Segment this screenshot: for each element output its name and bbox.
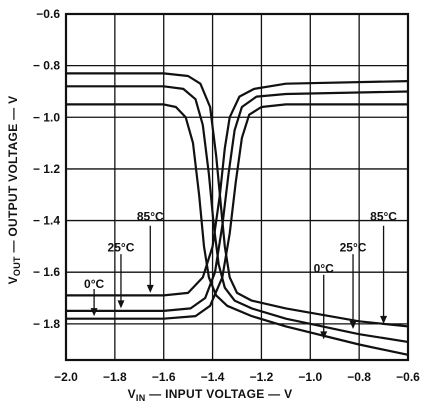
x-tick-label: −2.0 [54, 370, 78, 384]
rising-transfer-curve [66, 90, 409, 312]
falling-transfer-curve [66, 103, 409, 356]
x-tick-label: −1.6 [152, 370, 176, 384]
rising-transfer-curve [66, 103, 408, 320]
falling-transfer-curve [66, 72, 409, 328]
temperature-label: 25°C [340, 241, 367, 255]
x-tick-label: −1.8 [103, 370, 127, 384]
temperature-label: 25°C [108, 241, 135, 255]
grid [66, 14, 408, 360]
y-tick-label: − 1.8 [33, 317, 60, 331]
rising-transfer-curve [66, 80, 409, 297]
y-tick-label: − 1.6 [33, 265, 60, 279]
plot-frame [64, 12, 410, 362]
y-tick-label: − 1.0 [33, 110, 60, 124]
arrowhead-icon [90, 308, 98, 317]
curves [66, 72, 409, 356]
y-tick-label: − 1.4 [33, 214, 60, 228]
arrowhead-icon [117, 300, 125, 309]
temperature-label: 85°C [137, 210, 164, 224]
arrowhead-icon [146, 284, 154, 293]
y-tick-labels: −0.6 − 0.8 − 1.0 − 1.2 − 1.4 − 1.6 − 1.8 [33, 7, 60, 331]
x-tick-label: −0.8 [347, 370, 371, 384]
x-axis-title: VIN — INPUT VOLTAGE — V [128, 387, 293, 403]
y-axis-title: VOUT — OUTPUT VOLTAGE — V [6, 96, 22, 285]
x-tick-label: −1.2 [250, 370, 274, 384]
x-tick-label: −0.6 [396, 370, 420, 384]
temperature-label: 0°C [314, 261, 334, 275]
arrowhead-icon [320, 331, 328, 340]
y-tick-label: − 1.2 [33, 162, 60, 176]
arrowhead-icon [380, 315, 388, 324]
arrowhead-icon [349, 321, 357, 330]
temperature-annotations: 85°C 25°C 0°C 85°C 25°C 0°C [84, 210, 397, 340]
y-tick-label: −0.6 [36, 7, 60, 21]
falling-transfer-curve [66, 85, 409, 343]
temperature-label: 0°C [84, 277, 104, 291]
x-tick-label: −1.0 [298, 370, 322, 384]
x-tick-labels: −2.0 −1.8 −1.6 −1.4 −1.2 −1.0 −0.8 −0.6 [54, 370, 420, 384]
x-tick-label: −1.4 [201, 370, 225, 384]
y-tick-label: − 0.8 [33, 59, 60, 73]
temperature-label: 85°C [370, 210, 397, 224]
